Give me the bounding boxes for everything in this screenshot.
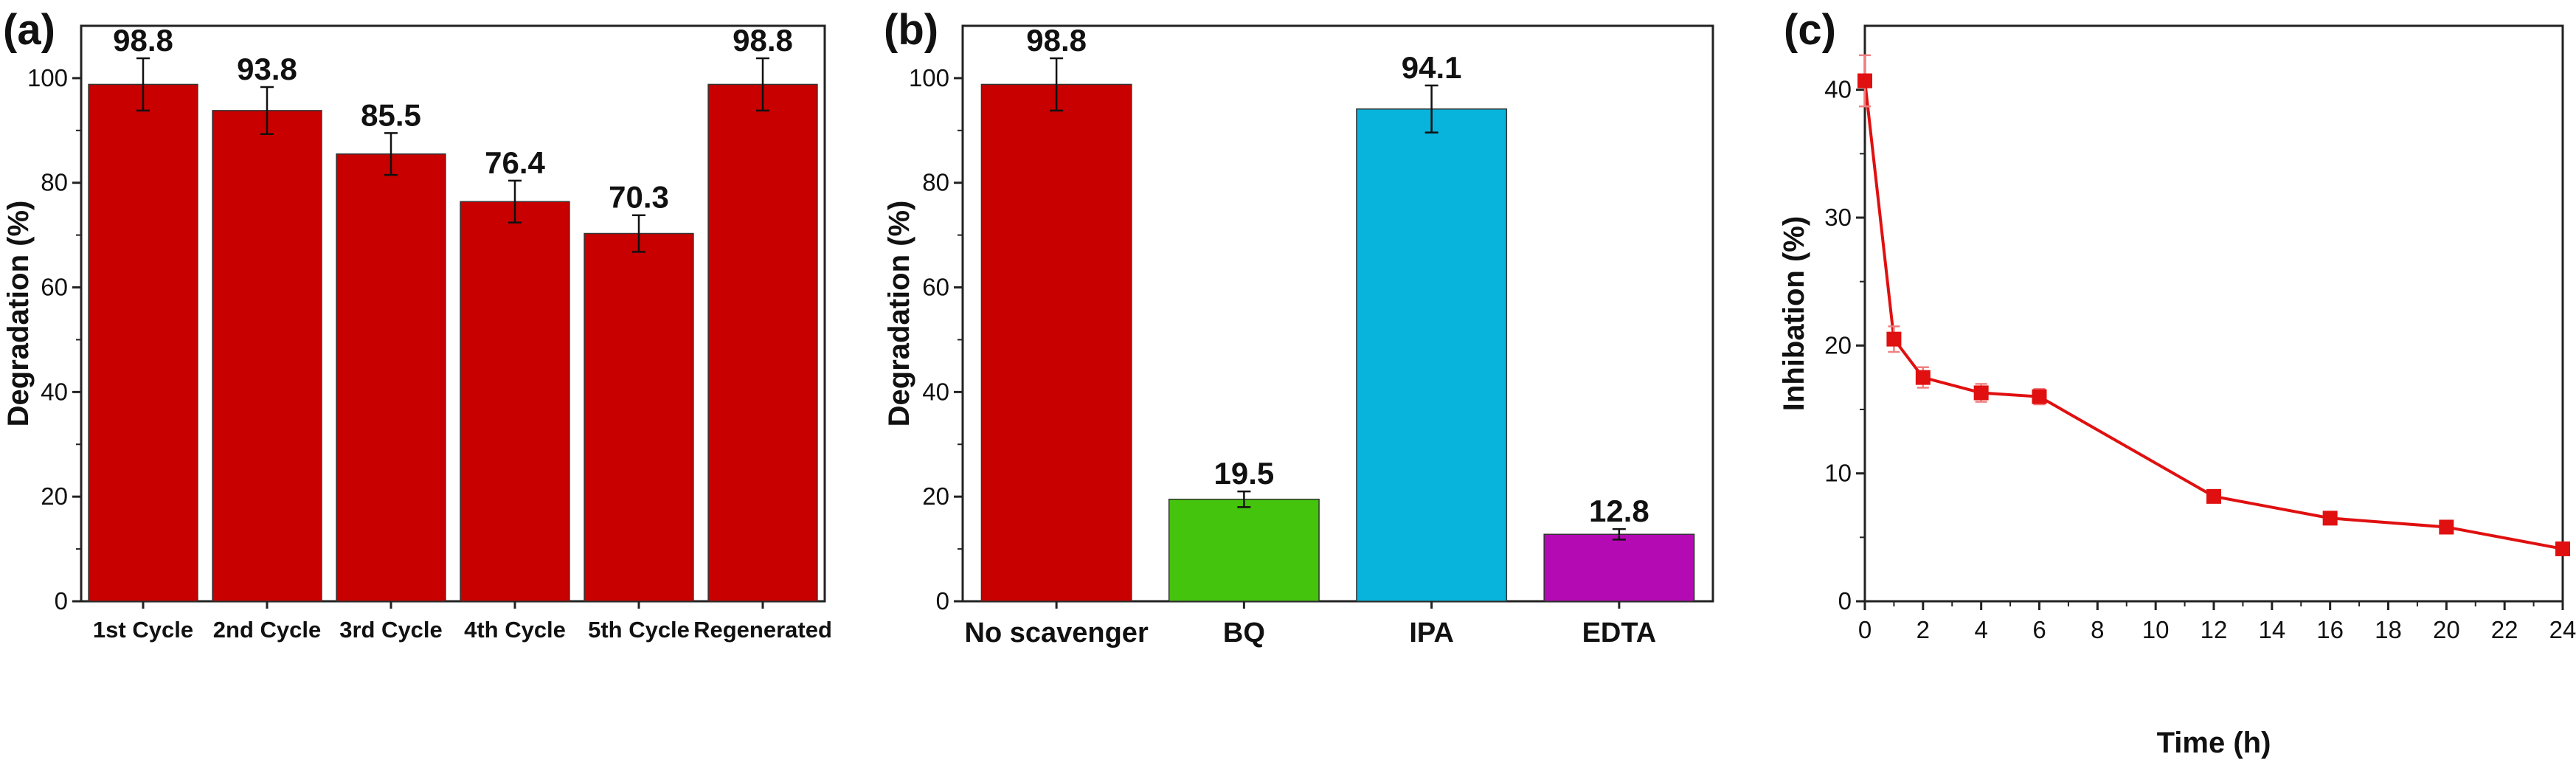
data-label: 98.8 [113, 23, 173, 58]
y-tick-label: 40 [1824, 76, 1852, 103]
y-tick-label: 30 [1824, 204, 1852, 231]
bar [1356, 108, 1508, 602]
y-tick-label: 40 [922, 378, 949, 405]
y-tick-label: 100 [909, 64, 949, 91]
y-tick-label: 100 [27, 64, 68, 91]
panel-c-label: (c) [1784, 6, 1836, 54]
x-tick-label: 12 [2201, 616, 2228, 643]
data-label: 70.3 [609, 180, 669, 215]
data-point [2439, 519, 2454, 535]
x-tick-label: 24 [2549, 616, 2576, 643]
category-label: IPA [1409, 617, 1454, 648]
bar [1543, 533, 1695, 602]
x-tick-label: 20 [2433, 616, 2460, 643]
category-label: EDTA [1582, 617, 1657, 648]
y-tick-label: 60 [41, 274, 68, 301]
data-point [1973, 385, 1989, 401]
category-label: 4th Cycle [464, 617, 566, 643]
y-tick-label: 0 [936, 587, 949, 615]
y-tick-label: 0 [1838, 587, 1852, 615]
x-axis-title: Time (h) [2157, 727, 2271, 759]
category-label: 5th Cycle [588, 617, 690, 643]
category-label: 2nd Cycle [213, 617, 321, 643]
data-label: 85.5 [361, 97, 421, 132]
data-label: 98.8 [733, 23, 793, 58]
y-tick-label: 80 [41, 169, 68, 196]
y-tick-label: 20 [1824, 331, 1852, 359]
panel-b-label: (b) [884, 6, 938, 54]
x-tick-label: 10 [2142, 616, 2170, 643]
y-tick-label: 10 [1824, 460, 1852, 487]
data-label: 12.8 [1589, 494, 1649, 528]
x-tick-label: 2 [1917, 616, 1930, 643]
y-tick-label: 80 [922, 169, 949, 196]
data-point [2555, 541, 2570, 556]
bar [707, 83, 818, 602]
y-tick-label: 0 [55, 587, 68, 615]
data-point [1915, 370, 1931, 385]
bar [1168, 498, 1320, 602]
y-axis-title: Inhibation (%) [1778, 216, 1810, 411]
data-point [2032, 389, 2047, 404]
y-axis-title: Degradation (%) [883, 201, 915, 427]
data-point [2322, 511, 2338, 526]
panel-b-chart: 0 20 40 60 80 100 Degradation (%) 98.8 No scaven… [883, 23, 1714, 648]
data-label: 19.5 [1214, 456, 1275, 491]
data-label: 94.1 [1402, 50, 1462, 85]
x-tick-label: 8 [2091, 616, 2104, 643]
category-label: 3rd Cycle [339, 617, 443, 643]
data-label: 76.4 [485, 145, 545, 180]
plot-frame [961, 24, 1714, 603]
data-label: 93.8 [237, 52, 297, 86]
panel-a-label: (a) [3, 6, 55, 54]
x-tick-label: 18 [2375, 616, 2402, 643]
data-label: 98.8 [1026, 23, 1087, 58]
category-label: Regenerated [693, 617, 832, 643]
x-tick-label: 22 [2491, 616, 2518, 643]
y-tick-label: 60 [922, 274, 949, 301]
x-tick-label: 14 [2258, 616, 2285, 643]
bar [212, 110, 322, 602]
x-tick-label: 0 [1858, 616, 1872, 643]
y-tick-label: 20 [41, 482, 68, 510]
y-tick-label: 40 [41, 378, 68, 405]
x-tick-label: 16 [2316, 616, 2344, 643]
data-point [2206, 488, 2221, 504]
y-tick-label: 20 [922, 482, 949, 510]
x-tick-label: 4 [1974, 616, 1987, 643]
bar [88, 83, 198, 602]
bar [980, 83, 1132, 602]
bar [460, 201, 570, 602]
data-point [1886, 331, 1902, 347]
data-point [1857, 73, 1872, 89]
category-label: BQ [1223, 617, 1265, 648]
bar [336, 153, 446, 602]
panel-a-chart: 0 20 40 60 80 100 Degradation (%) 98.8 1st Cycle… [2, 23, 832, 643]
x-tick-label: 6 [2032, 616, 2046, 643]
category-label: No scavenger [965, 617, 1149, 648]
plot-frame [80, 24, 826, 603]
y-axis-title: Degradation (%) [2, 201, 35, 427]
series-line [1863, 80, 2563, 550]
bar [584, 232, 694, 602]
category-label: 1st Cycle [93, 617, 193, 643]
plot-frame [1863, 24, 2564, 603]
